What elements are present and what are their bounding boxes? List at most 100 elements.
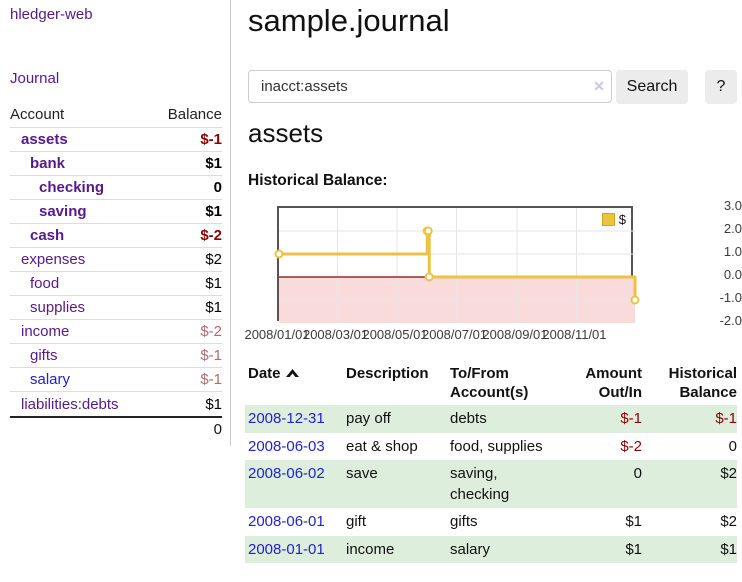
account-row: food $1 xyxy=(10,272,222,296)
transaction-balance: $2 xyxy=(720,465,737,482)
transaction-date-cell[interactable]: 2008-06-01 xyxy=(245,508,346,536)
accounts-total-row: 0 xyxy=(10,416,222,440)
account-link[interactable]: liabilities:debts xyxy=(21,395,119,413)
account-balance: $1 xyxy=(205,203,222,220)
legend-swatch-icon xyxy=(601,213,615,226)
x-tick-label: 2008/03/01 xyxy=(302,327,369,342)
account-balance: 0 xyxy=(213,179,222,196)
chart-canvas xyxy=(274,208,640,323)
y-tick-label: 3.0 xyxy=(723,198,742,213)
transaction-row: 2008-06-01 gift gifts $1 $2 xyxy=(245,508,737,536)
transaction-balance: $-1 xyxy=(715,410,737,427)
account-row: liabilities:debts $1 xyxy=(10,392,222,416)
search-input[interactable] xyxy=(248,70,612,103)
transaction-description: gift xyxy=(346,513,367,530)
transaction-date-link[interactable]: 2008-06-02 xyxy=(248,465,325,482)
accounts-table-header: Account Balance xyxy=(10,102,222,128)
transaction-balance: 0 xyxy=(728,437,737,455)
col-accounts: To/From Account(s) xyxy=(450,365,529,401)
transaction-date-cell[interactable]: 2008-12-31 xyxy=(245,405,346,433)
col-date-label: Date xyxy=(248,365,281,382)
account-balance: $1 xyxy=(205,395,222,413)
col-amount: Amount Out/In xyxy=(585,365,642,401)
y-tick-label: -1.0 xyxy=(719,290,742,305)
account-link[interactable]: bank xyxy=(30,155,66,172)
x-tick-label: 2008/01/01 xyxy=(244,327,310,342)
account-row: salary $-1 xyxy=(10,368,222,392)
transaction-row: 2008-12-31 pay off debts $-1 $-1 xyxy=(245,405,737,433)
account-link[interactable]: salary xyxy=(30,371,71,388)
account-link[interactable]: saving xyxy=(39,203,87,220)
transaction-accounts: food, supplies xyxy=(450,437,543,455)
account-heading: assets xyxy=(248,118,324,148)
account-balance: $2 xyxy=(205,251,222,268)
col-balance: Historical Balance xyxy=(668,365,737,401)
account-link[interactable]: supplies xyxy=(30,299,86,316)
account-link[interactable]: gifts xyxy=(30,347,58,364)
account-link[interactable]: expenses xyxy=(21,251,86,268)
brand-link[interactable]: hledger-web xyxy=(10,6,93,23)
y-tick-label: -2.0 xyxy=(719,313,742,328)
transaction-description: income xyxy=(346,540,395,558)
transaction-description: pay off xyxy=(346,410,391,427)
account-row: saving $1 xyxy=(10,200,222,224)
account-link[interactable]: income xyxy=(21,323,70,340)
y-tick-label: 0.0 xyxy=(723,267,742,282)
sidebar: hledger-web Journal Account Balance asse… xyxy=(0,0,231,446)
chart-title: Historical Balance: xyxy=(248,172,388,189)
transaction-description: eat & shop xyxy=(346,437,418,455)
sidebar-item-journal[interactable]: Journal xyxy=(10,70,60,87)
transaction-accounts: gifts xyxy=(450,513,478,530)
x-tick-label: 2008/05/01 xyxy=(362,327,428,342)
account-link[interactable]: food xyxy=(30,275,60,292)
search-button[interactable]: Search xyxy=(616,70,688,104)
legend-label: $ xyxy=(618,212,626,227)
transaction-amount: $-1 xyxy=(620,410,642,427)
x-tick-label: 2008/09/01 xyxy=(482,327,548,342)
accounts-table: Account Balance assets $-1 bank $1 checking 0… xyxy=(10,102,222,440)
transaction-date-cell[interactable]: 2008-06-03 xyxy=(245,433,346,461)
transaction-date-link[interactable]: 2008-01-01 xyxy=(248,540,325,558)
col-date[interactable]: Date xyxy=(245,364,346,402)
page-title: sample.journal xyxy=(248,3,450,38)
account-link[interactable]: cash xyxy=(30,227,65,244)
transaction-description: save xyxy=(346,465,378,482)
transaction-row: 2008-06-02 save saving, checking 0 $2 xyxy=(245,460,737,508)
x-tick-label: 2008/07/01 xyxy=(421,327,488,342)
transaction-date-cell[interactable]: 2008-01-01 xyxy=(245,536,346,564)
accounts-table-body: assets $-1 bank $1 checking 0 saving $1 cash $-2 e… xyxy=(10,128,222,416)
account-row: income $-2 xyxy=(10,320,222,344)
transaction-row: 2008-01-01 income salary $1 $1 xyxy=(245,535,737,564)
accounts-total-value: 0 xyxy=(213,420,222,438)
account-row: expenses $2 xyxy=(10,248,222,272)
account-row: cash $-2 xyxy=(10,224,222,248)
transaction-accounts: debts xyxy=(450,410,487,427)
transaction-date-link[interactable]: 2008-12-31 xyxy=(248,410,325,427)
y-tick-label: 1.0 xyxy=(723,244,742,259)
main-content: sample.journal ✕ Search ? assets Histori… xyxy=(244,0,742,582)
account-balance: $-2 xyxy=(200,323,222,340)
y-tick-label: 2.0 xyxy=(723,221,742,236)
account-row: checking 0 xyxy=(10,176,222,200)
transactions-header: Date Description To/From Account(s) Amou… xyxy=(245,364,737,402)
transaction-date-link[interactable]: 2008-06-03 xyxy=(248,437,325,455)
account-row: supplies $1 xyxy=(10,296,222,320)
transaction-balance: $2 xyxy=(720,513,737,530)
x-tick-label: 2008/11/01 xyxy=(542,327,607,342)
chart-x-axis: 2008/01/01 2008/03/01 2008/05/01 2008/07/01… xyxy=(244,327,633,343)
transaction-date-cell[interactable]: 2008-06-02 xyxy=(245,460,346,508)
transaction-date-link[interactable]: 2008-06-01 xyxy=(248,513,325,530)
col-description: Description xyxy=(346,365,429,382)
account-balance: $-2 xyxy=(200,227,222,244)
account-link[interactable]: assets xyxy=(21,131,68,148)
accounts-col-balance: Balance xyxy=(167,106,222,123)
help-button[interactable]: ? xyxy=(705,70,737,104)
account-row: assets $-1 xyxy=(10,128,222,152)
historical-balance-chart: 3.0 2.0 1.0 0.0 -1.0 -2.0 $ 2008/01/01 2008/03… xyxy=(244,198,742,346)
account-row: gifts $-1 xyxy=(10,344,222,368)
account-balance: $-1 xyxy=(200,131,222,148)
transaction-balance: $1 xyxy=(720,540,737,558)
sort-up-icon xyxy=(285,364,299,383)
account-link[interactable]: checking xyxy=(39,179,105,196)
clear-search-icon[interactable]: ✕ xyxy=(593,78,605,94)
